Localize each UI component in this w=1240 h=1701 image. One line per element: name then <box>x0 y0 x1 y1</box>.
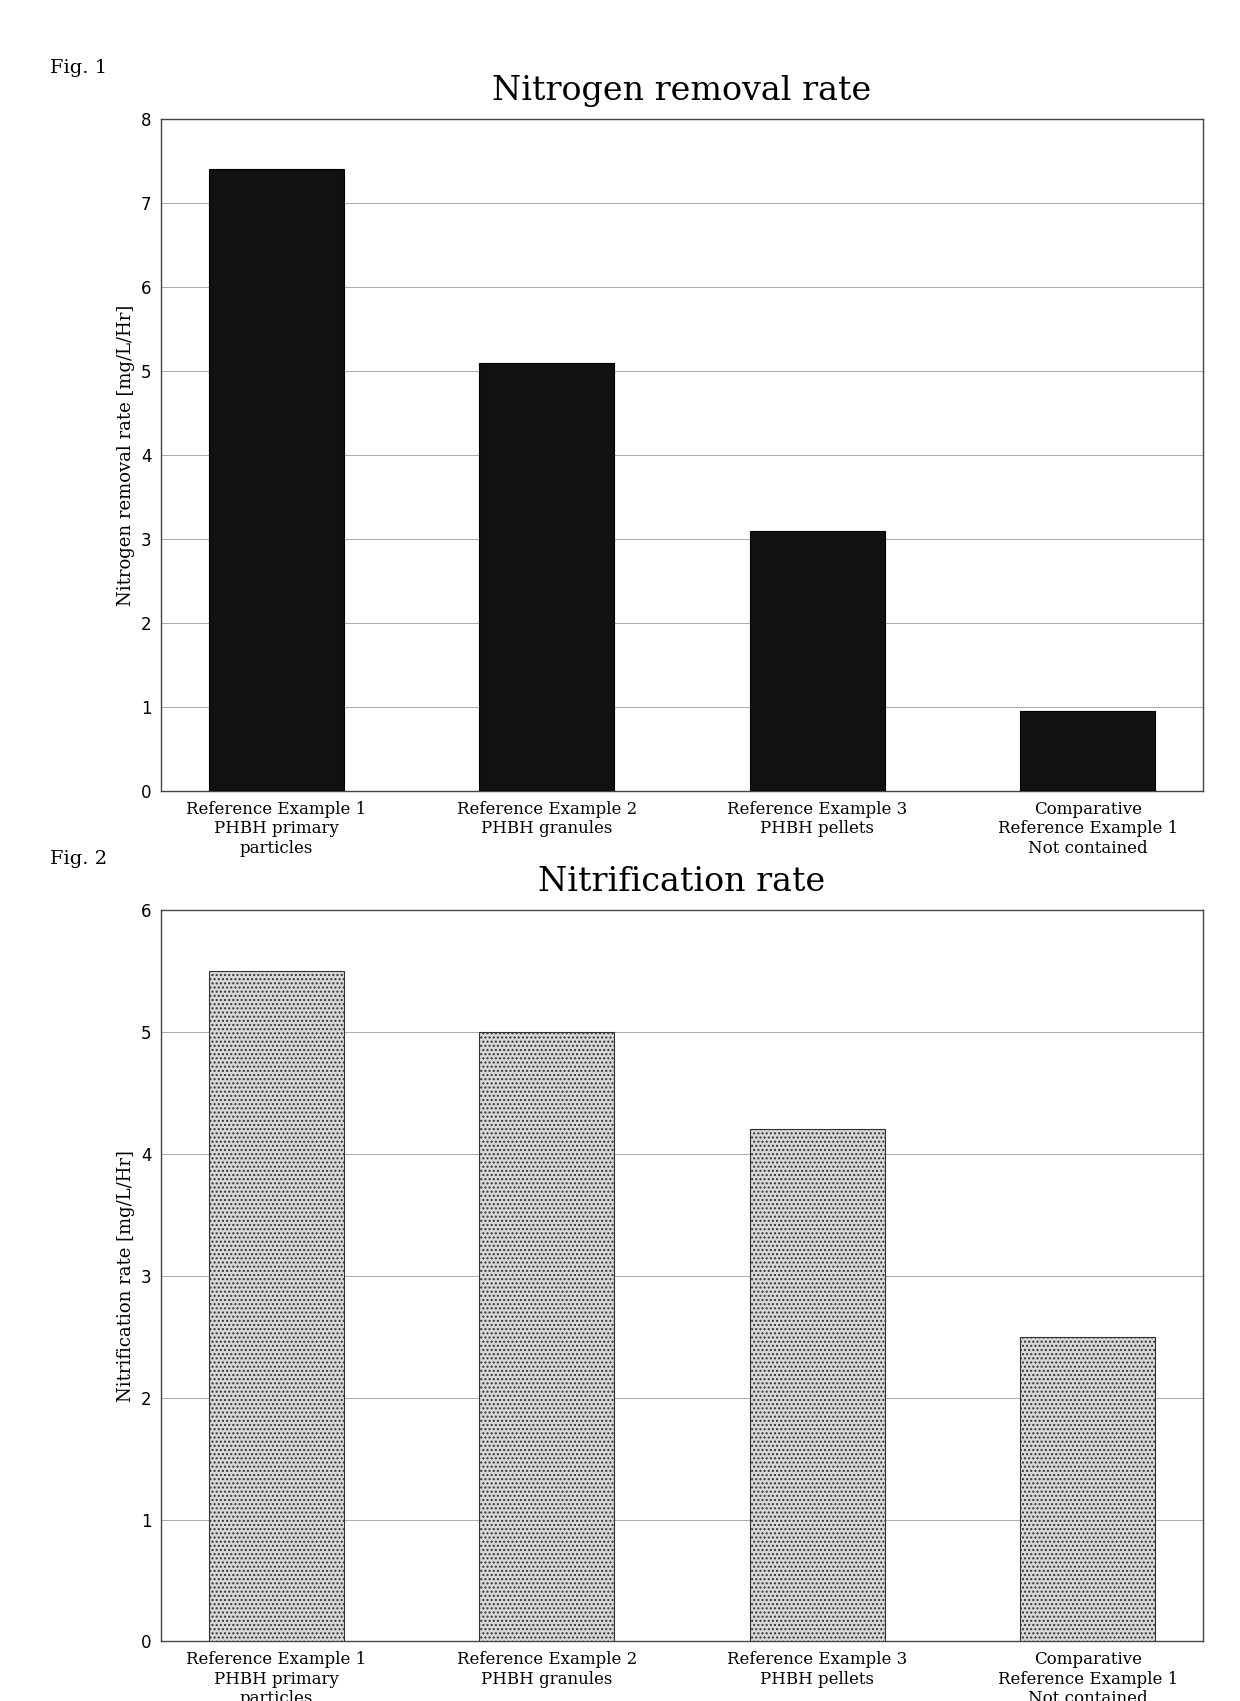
Title: Nitrogen removal rate: Nitrogen removal rate <box>492 75 872 107</box>
Bar <box>479 1033 614 1641</box>
Text: Fig. 2: Fig. 2 <box>50 849 107 868</box>
Y-axis label: Nitrogen removal rate [mg/L/Hr]: Nitrogen removal rate [mg/L/Hr] <box>118 304 135 606</box>
Bar <box>479 362 614 791</box>
Y-axis label: Nitrification rate [mg/L/Hr]: Nitrification rate [mg/L/Hr] <box>118 1150 135 1402</box>
Bar <box>750 1129 885 1641</box>
Bar <box>208 170 343 791</box>
Bar <box>1021 711 1156 791</box>
Title: Nitrification rate: Nitrification rate <box>538 866 826 898</box>
Text: Fig. 1: Fig. 1 <box>50 58 107 77</box>
Bar <box>750 531 885 791</box>
Bar <box>208 971 343 1641</box>
Bar <box>1021 1337 1156 1641</box>
